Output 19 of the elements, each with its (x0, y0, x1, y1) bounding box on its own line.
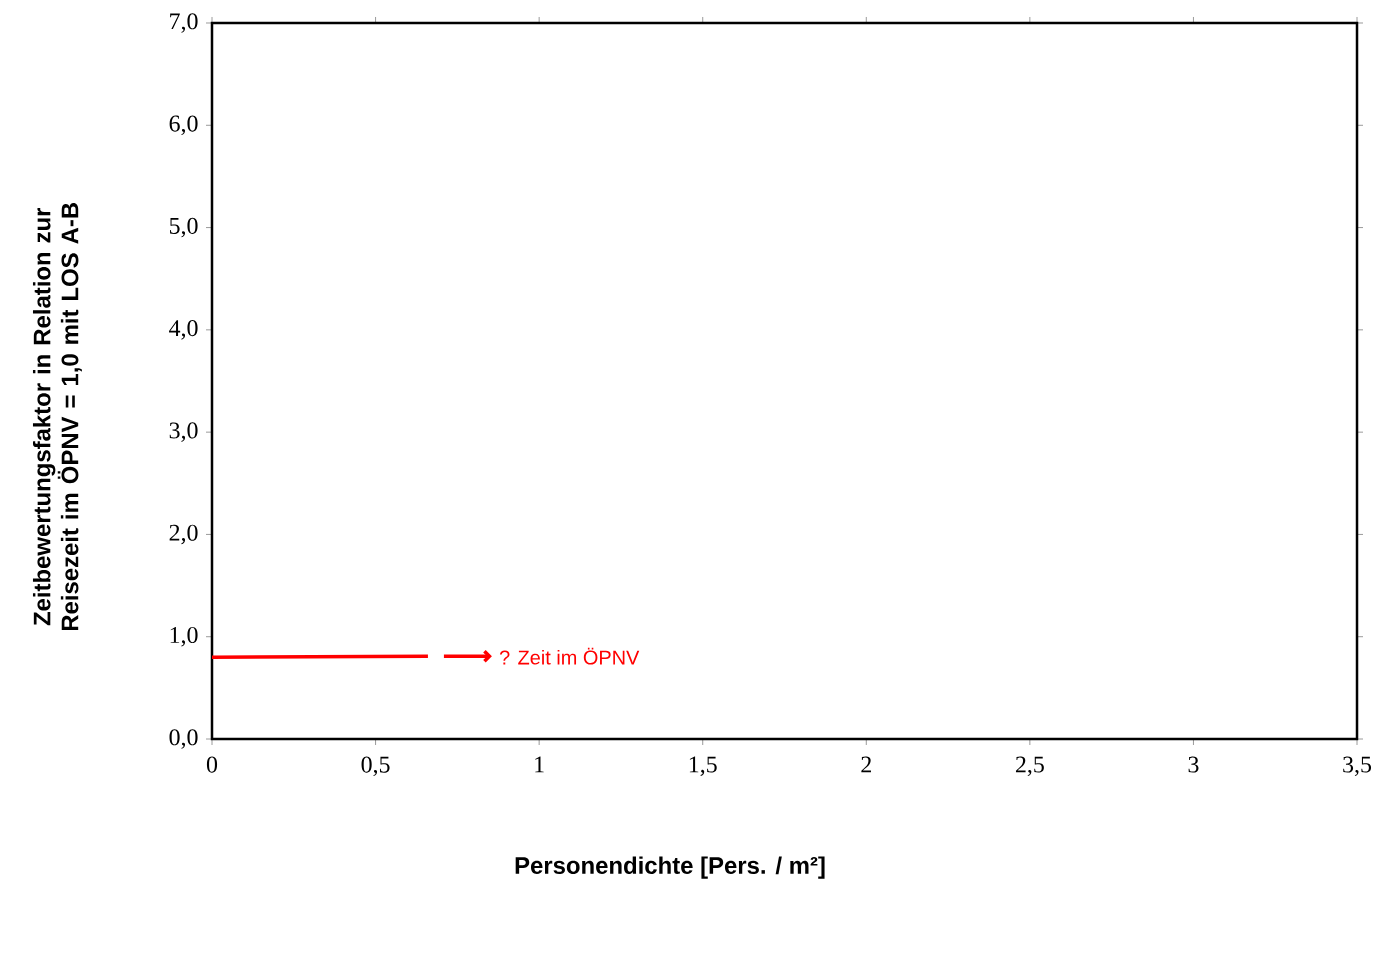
x-tick-label: 2,5 (1015, 756, 1044, 777)
x-tick-label: 2 (861, 756, 871, 773)
x-tick-label: 0 (206, 756, 218, 773)
y-tick-label: 7,0 (170, 13, 198, 33)
x-tick-label: 1 (535, 756, 544, 773)
x-axis-title: Personendichte [Pers. / m²] (515, 856, 825, 879)
y-tick-label: 6,0 (169, 115, 198, 136)
annotation: ? Zeit im ÖPNV (499, 647, 640, 665)
y-tick-label: 5,0 (169, 217, 198, 238)
x-tick-label: 1,5 (689, 756, 717, 776)
y-tick-label: 0,0 (169, 729, 198, 749)
y-tick-label: 4,0 (169, 320, 198, 340)
y-tick-label: 2,0 (169, 524, 198, 545)
y-tick-label: 3,0 (169, 422, 198, 442)
x-tick-label: 0,5 (361, 756, 390, 777)
x-tick-label: 3 (1188, 756, 1199, 773)
y-tick-label: 1,0 (170, 626, 198, 647)
x-tick-label: 3,5 (1343, 756, 1372, 777)
y-axis-title: Zeitbewertungsfaktor in Relation zur Reisezeit im ÖPNV = 1,0 mit LOS A-B (32, 203, 82, 631)
